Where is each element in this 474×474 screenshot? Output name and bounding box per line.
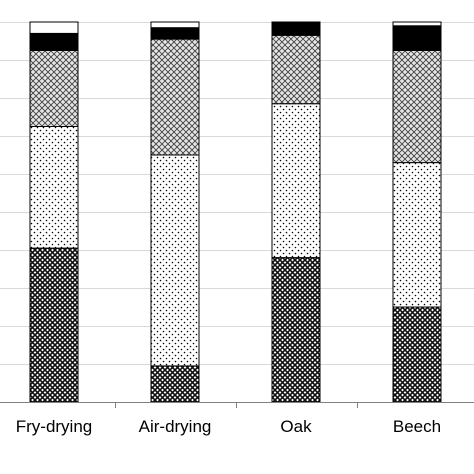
bar-segment-dense-crosshatch <box>392 306 442 403</box>
x-tick-labels: Fry-drying Air-drying Oak Beech <box>16 417 441 436</box>
bar-segment-sparse-dots <box>392 162 442 308</box>
bar-segment-dense-crosshatch <box>271 257 321 403</box>
bar-segment-crosshatch <box>392 50 442 164</box>
bar-segment-solid-black <box>271 21 321 36</box>
bar-segment-dense-crosshatch <box>150 365 200 403</box>
bar-segment-sparse-dots <box>150 154 200 367</box>
bar-segment-solid-black <box>392 25 442 51</box>
x-tick-label: Air-drying <box>139 417 212 436</box>
bar-segment-dense-crosshatch <box>29 247 79 403</box>
bar-segment-crosshatch <box>29 50 79 127</box>
bar-segment-white <box>150 21 200 29</box>
bar-segment-white <box>29 21 79 34</box>
bar-segment-crosshatch <box>271 34 321 105</box>
x-tick-label: Beech <box>393 417 441 436</box>
bar-segment-white <box>392 21 442 27</box>
bar-segment-solid-black <box>29 32 79 52</box>
x-tick-label: Fry-drying <box>16 417 93 436</box>
bar-segment-sparse-dots <box>271 103 321 259</box>
x-tick-label: Oak <box>280 417 312 436</box>
bars <box>29 21 442 403</box>
bar-segment-solid-black <box>150 27 200 40</box>
bar-segment-crosshatch <box>150 38 200 156</box>
bar-segment-sparse-dots <box>29 126 79 249</box>
x-ticks <box>115 402 358 408</box>
